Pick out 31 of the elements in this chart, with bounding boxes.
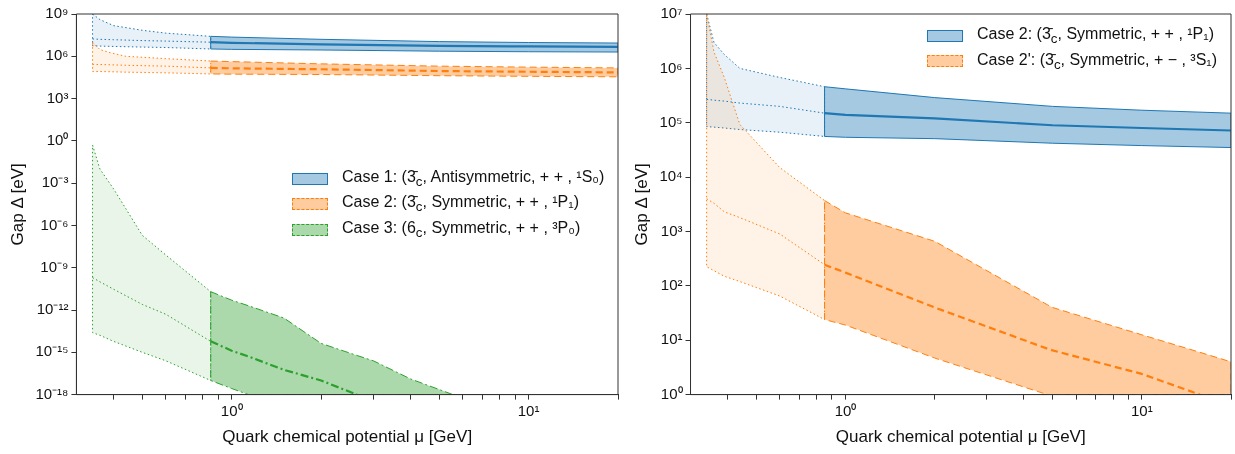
y-tick-label: 10³ bbox=[46, 88, 69, 106]
y-tick-label: 10⁻¹⁸ bbox=[35, 384, 69, 402]
legend-label: Case 2: (3̄$_{c}$, Symmetric, + + , ¹P₁) bbox=[342, 193, 580, 215]
y-tick-label: 10⁶ bbox=[45, 46, 69, 64]
y-tick-label: 10⁻³ bbox=[41, 173, 69, 191]
y-tick-label: 10² bbox=[660, 276, 683, 293]
x-axis-title: Quark chemical potential μ [GeV] bbox=[222, 427, 473, 447]
legend-label: Case 2: (3̄$_{c}$, Symmetric, + + , ¹P₁) bbox=[977, 25, 1215, 47]
y-tick-label: 10³ bbox=[660, 221, 683, 239]
y-tick-label: 10⁻⁶ bbox=[40, 215, 69, 233]
y-tick-label: 10⁰ bbox=[46, 131, 69, 149]
x-tick-label: 10¹ bbox=[1130, 401, 1153, 419]
legend-label: Case 2': (3̄$_{c}$, Symmetric, + − , ³S₁) bbox=[977, 50, 1218, 72]
y-tick-label: 10¹ bbox=[660, 330, 683, 348]
y-tick-label: 10⁷ bbox=[660, 4, 683, 22]
y-tick-label: 10⁵ bbox=[659, 112, 683, 130]
y-tick-label: 10⁴ bbox=[659, 167, 683, 185]
x-tick-label: 10¹ bbox=[517, 401, 540, 419]
y-tick-label: 10⁻¹² bbox=[36, 300, 69, 318]
legend-label: Case 3: (6$_{c}$, Symmetric, + + , ³P₀) bbox=[342, 218, 581, 241]
y-tick-label: 10⁹ bbox=[45, 4, 69, 22]
y-tick-label: 10⁻¹⁵ bbox=[35, 342, 69, 360]
x-axis-title: Quark chemical potential μ [GeV] bbox=[835, 427, 1086, 447]
x-tick-label: 10⁰ bbox=[220, 401, 243, 419]
x-tick-label: 10⁰ bbox=[834, 401, 857, 419]
y-axis-title: Gap Δ [eV] bbox=[7, 163, 27, 246]
y-tick-label: 10⁰ bbox=[660, 384, 683, 402]
legend-label: Case 1: (3̄$_{c}$, Antisymmetric, + + , ¹S₀) bbox=[342, 167, 605, 189]
y-axis-title: Gap Δ [eV] bbox=[631, 163, 651, 246]
y-tick-label: 10⁻⁹ bbox=[40, 257, 69, 275]
y-tick-label: 10⁶ bbox=[659, 58, 683, 76]
